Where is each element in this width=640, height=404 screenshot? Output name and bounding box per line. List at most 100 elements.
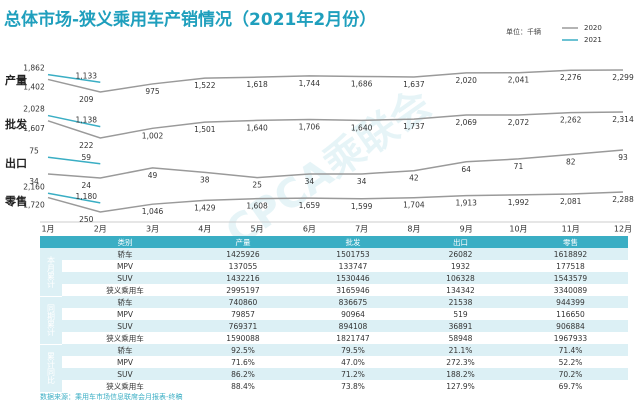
- data-label: 1,862: [23, 64, 45, 73]
- data-label: 2,069: [455, 118, 477, 127]
- table-cell: 740860: [188, 296, 298, 308]
- series-line: [47, 69, 624, 93]
- data-label: 71: [514, 162, 524, 171]
- data-label: 2,288: [612, 195, 634, 204]
- x-tick-label: 1月: [41, 225, 54, 234]
- x-tick-label: 3月: [146, 225, 159, 234]
- data-label: 222: [79, 141, 94, 150]
- data-label: 1,720: [23, 201, 45, 210]
- panel-label: 批发: [5, 117, 28, 131]
- table-cell: 1543579: [513, 272, 628, 284]
- x-tick-label: 10月: [509, 225, 527, 234]
- table-cell: 1821747: [336, 333, 370, 343]
- data-label: 1,686: [351, 79, 373, 88]
- data-label: 1,429: [194, 203, 216, 212]
- data-label: 1,046: [142, 207, 164, 216]
- table-cell: 1618892: [513, 248, 628, 260]
- table-cell: 70.2%: [513, 368, 628, 380]
- data-label: 42: [409, 174, 419, 183]
- table-row: 狭义乘用车 2995197 3165946 134342 3340089: [40, 284, 628, 296]
- table-cell: 73.8%: [341, 381, 365, 391]
- table-cell: 1590088: [226, 333, 260, 343]
- table-row: MPV 137055 133747 1932 177518: [40, 260, 628, 272]
- table-cell: 2995197: [226, 285, 260, 295]
- header-cell: 出口: [408, 236, 513, 248]
- table-cell: MPV: [116, 357, 134, 367]
- data-label: 34: [305, 177, 315, 186]
- table-cell: 狭义乘用车: [106, 381, 144, 391]
- table-row: MPV 79857 90964 519 116650: [40, 308, 628, 320]
- table-cell: 3165946: [336, 285, 370, 295]
- table-cell: 116650: [556, 309, 585, 319]
- table-cell: 177518: [556, 261, 585, 271]
- table-cell: 1530446: [298, 272, 408, 284]
- data-label: 1,737: [403, 122, 425, 131]
- table-row: SUV 769371 894108 36891 906884: [40, 320, 628, 332]
- table-cell: 71.6%: [231, 357, 255, 367]
- x-tick-label: 6月: [303, 225, 316, 234]
- table-cell: 944399: [513, 296, 628, 308]
- source-note: 数据来源：乘用车市场信息联席会月报表-终稿: [40, 393, 183, 401]
- series-line: [47, 192, 101, 204]
- series-line: [47, 156, 101, 165]
- data-label: 1,608: [246, 202, 268, 211]
- data-label: 2,276: [560, 73, 582, 82]
- data-label: 1,133: [76, 71, 98, 80]
- data-label: 59: [81, 153, 91, 162]
- table-cell: 36891: [408, 320, 513, 332]
- x-tick-label: 8月: [407, 225, 420, 234]
- unit: 单位：千辆: [506, 27, 541, 36]
- table-cell: 58948: [448, 333, 473, 343]
- group-label: 本月累计: [40, 248, 62, 297]
- table-cell: 26082: [408, 248, 513, 260]
- table-cell: 71.2%: [298, 368, 408, 380]
- chart-title: 总体市场-狭义乘用车产销情况（2021年2月份）: [4, 9, 376, 30]
- data-label: 24: [81, 181, 91, 190]
- table-cell: 127.9%: [446, 381, 475, 391]
- table-cell: 21.1%: [408, 344, 513, 356]
- table-row: MPV 71.6% 47.0% 272.3% 52.2%: [40, 356, 628, 368]
- table-cell: 133747: [338, 261, 368, 271]
- data-label: 1,992: [508, 198, 530, 207]
- table-cell: 47.0%: [341, 357, 365, 367]
- table-cell: 519: [453, 309, 468, 319]
- table-cell: 狭义乘用车: [106, 333, 144, 343]
- data-label: 1,607: [23, 124, 45, 133]
- table-cell: 137055: [228, 261, 258, 271]
- data-label: 1,640: [246, 123, 268, 132]
- legend-label: 2021: [584, 36, 602, 44]
- table-cell: 1425926: [188, 248, 298, 260]
- panel-label: 产量: [5, 73, 27, 87]
- x-tick-label: 7月: [355, 225, 368, 234]
- x-tick-label: 9月: [460, 225, 473, 234]
- data-label: 93: [618, 153, 628, 162]
- header-row: 类别 产量 批发 出口 零售: [40, 236, 628, 248]
- table-cell: 52.2%: [558, 357, 583, 367]
- table-cell: 79857: [231, 309, 255, 319]
- data-label: 2,299: [612, 73, 634, 82]
- table-cell: SUV: [62, 272, 188, 284]
- table-cell: 3340089: [553, 285, 588, 295]
- data-label: 2,041: [508, 76, 530, 85]
- table-cell: 836675: [298, 296, 408, 308]
- table-row: SUV 86.2% 71.2% 188.2% 70.2%: [40, 368, 628, 380]
- table-cell: 90964: [341, 309, 365, 319]
- data-label: 209: [79, 95, 94, 104]
- table-cell: 106328: [408, 272, 513, 284]
- panel-label: 出口: [5, 156, 27, 170]
- data-label: 1,501: [194, 125, 216, 134]
- data-label: 49: [148, 171, 158, 180]
- table-cell: 92.5%: [188, 344, 298, 356]
- data-label: 1,180: [76, 192, 98, 201]
- table-row: 狭义乘用车 1590088 1821747 58948 1967933: [40, 332, 628, 344]
- table-cell: 69.7%: [558, 381, 583, 391]
- table-row: 本月累计 轿车 1425926 1501753 26082 1618892: [40, 248, 628, 297]
- data-label: 1,704: [403, 201, 425, 210]
- data-label: 1,640: [351, 123, 373, 132]
- x-tick-label: 4月: [198, 225, 211, 234]
- table-row: 同期累计 轿车 740860 836675 21538 944399: [40, 296, 628, 345]
- x-tick-label: 12月: [614, 225, 632, 234]
- table-cell: 1932: [450, 261, 471, 271]
- table-cell: 轿车: [62, 296, 188, 308]
- data-label: 2,081: [560, 197, 582, 206]
